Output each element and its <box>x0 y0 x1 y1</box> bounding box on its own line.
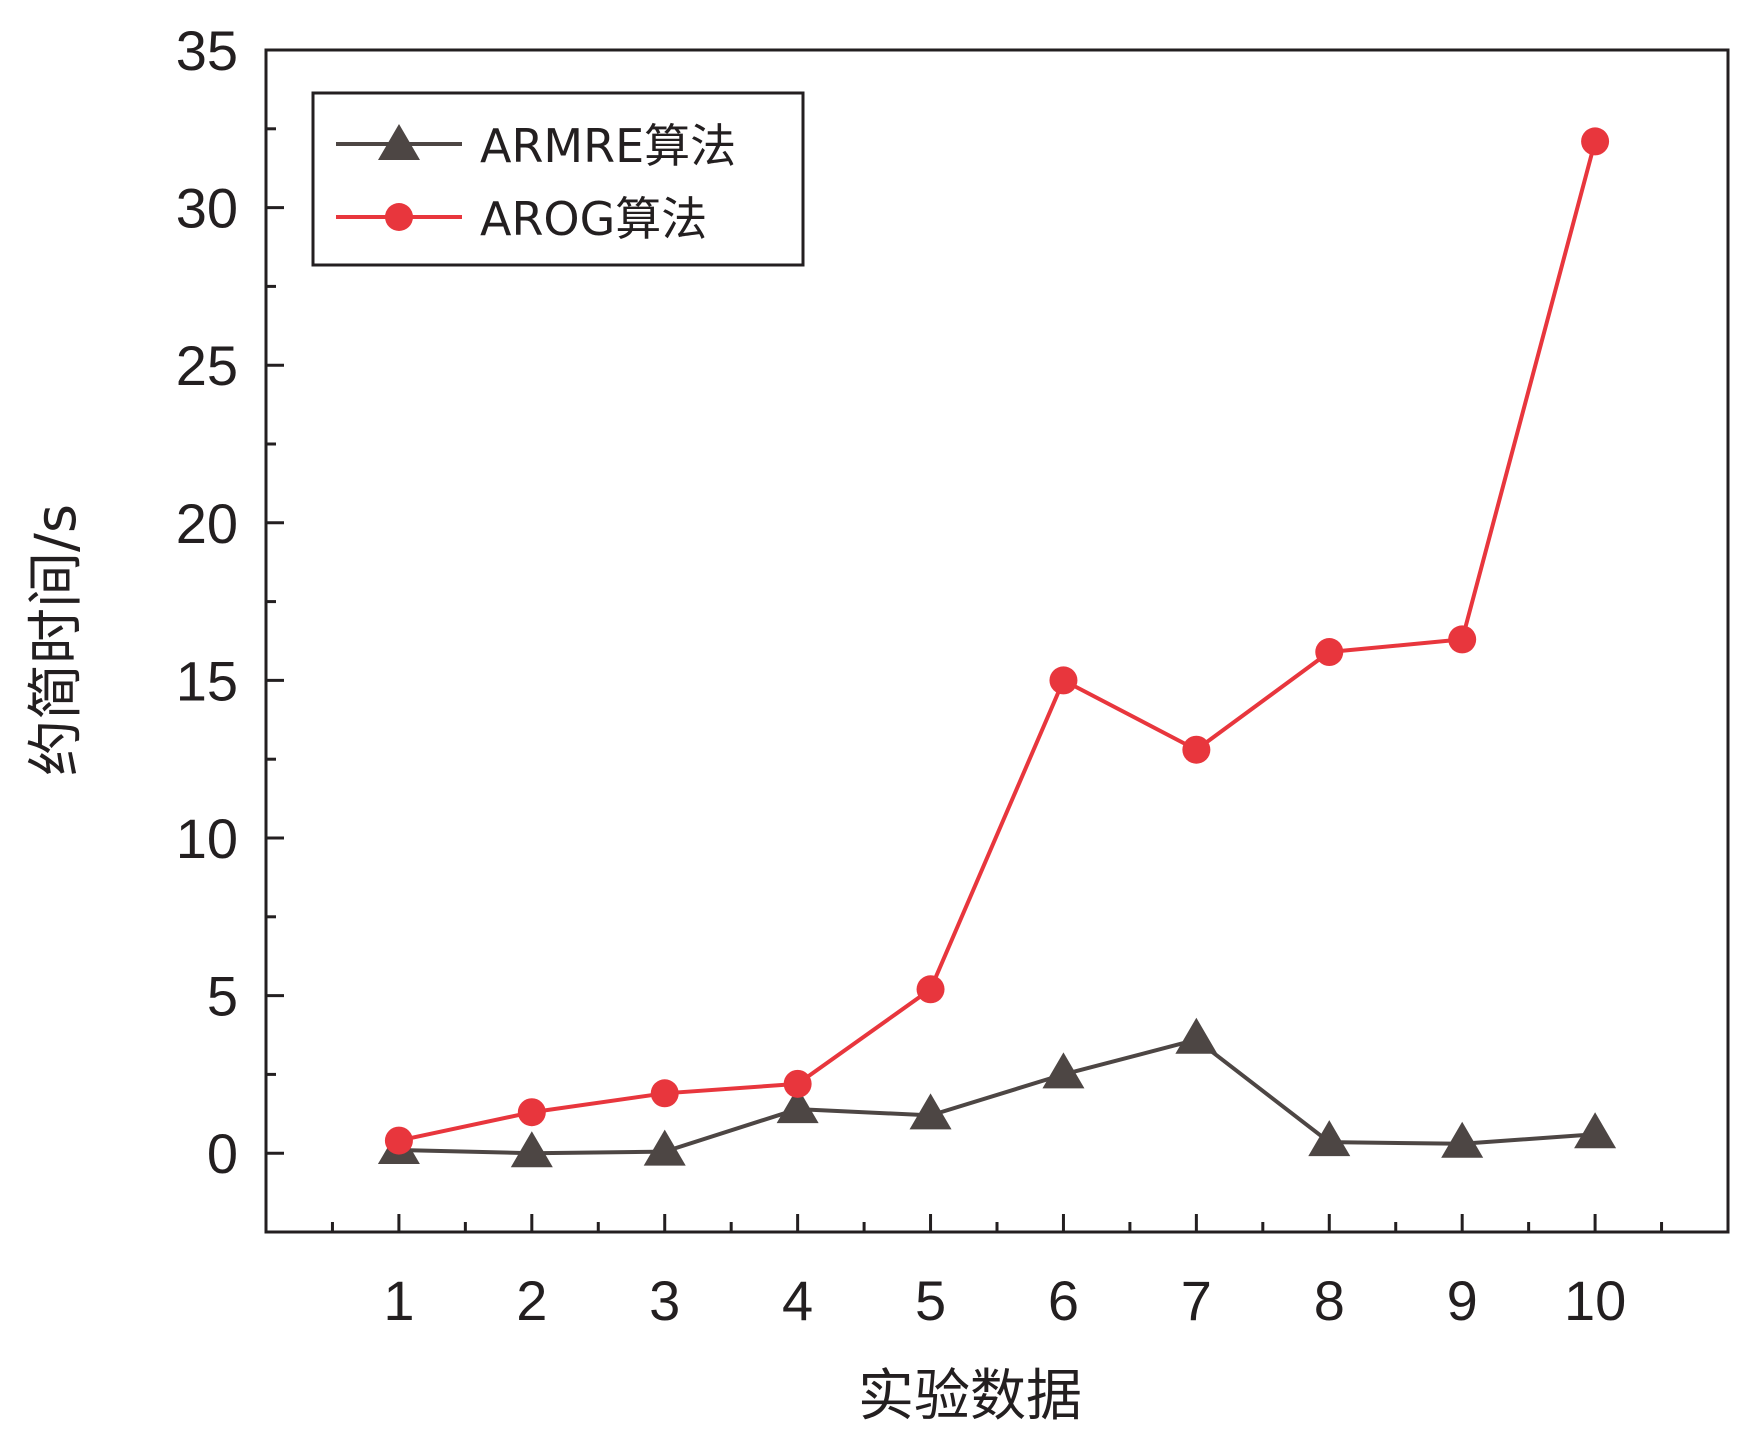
data-point-circle <box>518 1098 546 1126</box>
series-layer <box>378 127 1616 1167</box>
series-line <box>399 1040 1595 1153</box>
data-point-circle <box>784 1070 812 1098</box>
x-tick-label: 7 <box>1181 1269 1212 1332</box>
data-point-triangle <box>511 1131 553 1167</box>
x-tick-label: 5 <box>915 1269 946 1332</box>
data-point-triangle <box>1441 1122 1483 1158</box>
data-point-circle <box>385 1127 413 1155</box>
y-tick-label: 15 <box>176 649 238 712</box>
x-tick-label: 1 <box>383 1269 414 1332</box>
legend-label-armre: ARMRE算法 <box>480 119 736 173</box>
x-axis-tick-labels: 1 2 3 4 5 6 7 8 9 10 <box>383 1269 1626 1332</box>
data-point-circle <box>1448 625 1476 653</box>
data-point-circle <box>1315 638 1343 666</box>
y-tick-label: 30 <box>176 177 238 240</box>
data-point-circle <box>651 1079 679 1107</box>
y-axis-tick-labels: 0 5 10 15 20 25 30 35 <box>176 19 238 1185</box>
data-point-triangle <box>1175 1018 1217 1054</box>
y-tick-label: 25 <box>176 334 238 397</box>
data-point-circle <box>1049 666 1077 694</box>
data-point-circle <box>1581 127 1609 155</box>
legend: ARMRE算法 AROG算法 <box>313 93 803 265</box>
data-point-triangle <box>1574 1112 1616 1148</box>
data-point-circle <box>1182 736 1210 764</box>
x-tick-label: 8 <box>1314 1269 1345 1332</box>
x-tick-label: 10 <box>1564 1269 1626 1332</box>
x-axis-ticks <box>332 1214 1661 1232</box>
x-axis-title: 实验数据 <box>858 1364 1082 1429</box>
x-tick-label: 2 <box>516 1269 547 1332</box>
legend-label-arog: AROG算法 <box>480 192 707 246</box>
x-tick-label: 3 <box>649 1269 680 1332</box>
series-line <box>399 141 1595 1140</box>
data-point-triangle <box>1308 1120 1350 1156</box>
data-point-circle <box>917 975 945 1003</box>
x-tick-label: 4 <box>782 1269 813 1332</box>
y-axis-ticks <box>266 50 284 1232</box>
y-tick-label: 20 <box>176 492 238 555</box>
y-tick-label: 10 <box>176 807 238 870</box>
legend-marker-circle <box>385 203 413 231</box>
y-tick-label: 5 <box>207 965 238 1028</box>
y-tick-label: 35 <box>176 19 238 82</box>
x-tick-label: 9 <box>1447 1269 1478 1332</box>
y-tick-label: 0 <box>207 1122 238 1185</box>
x-tick-label: 6 <box>1048 1269 1079 1332</box>
y-axis-title: 约简时间/s <box>24 504 89 776</box>
